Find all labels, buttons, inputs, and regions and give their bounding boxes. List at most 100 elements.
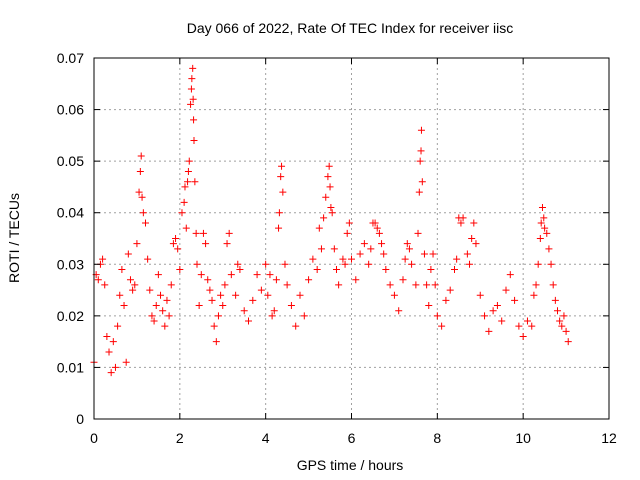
- x-axis-label: GPS time / hours: [297, 457, 404, 473]
- data-point: [502, 286, 510, 294]
- data-point: [105, 348, 113, 356]
- data-point: [417, 147, 425, 155]
- data-point: [446, 286, 454, 294]
- data-point: [536, 235, 544, 242]
- data-point: [313, 265, 321, 273]
- data-point: [564, 338, 572, 346]
- data-point: [275, 224, 283, 232]
- data-point: [99, 255, 107, 263]
- data-point: [191, 178, 199, 186]
- data-point: [418, 178, 426, 186]
- data-point: [187, 85, 195, 93]
- data-point: [268, 312, 276, 320]
- data-point: [223, 240, 231, 248]
- x-tick-label: 10: [515, 430, 531, 446]
- data-point: [403, 240, 411, 248]
- data-point: [332, 265, 340, 273]
- data-point: [167, 281, 175, 289]
- data-point: [532, 281, 540, 289]
- data-point: [296, 291, 304, 299]
- y-tick-label: 0.03: [57, 256, 84, 272]
- data-point: [493, 302, 501, 310]
- data-point: [345, 219, 353, 227]
- data-point: [152, 302, 160, 310]
- data-point: [109, 338, 117, 346]
- data-point: [188, 75, 196, 83]
- data-point: [107, 369, 115, 377]
- data-point: [118, 265, 126, 273]
- data-point: [195, 302, 203, 310]
- data-point: [120, 302, 128, 310]
- data-point: [232, 291, 240, 299]
- data-point: [429, 250, 437, 258]
- data-point: [266, 271, 274, 279]
- data-point: [126, 276, 134, 284]
- data-point: [485, 327, 493, 335]
- data-point: [371, 219, 379, 227]
- data-point: [547, 260, 555, 268]
- data-point: [549, 281, 557, 289]
- data-point: [253, 271, 261, 279]
- data-point: [453, 255, 461, 263]
- y-tick-label: 0.04: [57, 205, 84, 221]
- data-point: [257, 286, 265, 294]
- data-point: [214, 312, 222, 320]
- data-point: [343, 229, 351, 237]
- data-point: [335, 281, 343, 289]
- data-point: [264, 291, 272, 299]
- data-point: [212, 338, 220, 346]
- data-point: [408, 260, 416, 268]
- data-point: [530, 291, 538, 299]
- data-point: [378, 240, 386, 248]
- y-tick-label: 0.01: [57, 359, 84, 375]
- data-point: [528, 322, 536, 330]
- data-point: [135, 188, 143, 196]
- data-point: [190, 116, 198, 124]
- data-point: [545, 245, 553, 253]
- y-axis: 0 0.01 0.02 0.03 0.04 0.05 0.06 0.07: [57, 50, 609, 427]
- data-point: [144, 255, 152, 263]
- data-point: [365, 260, 373, 268]
- data-point: [417, 126, 425, 134]
- data-point: [217, 291, 225, 299]
- data-point: [176, 265, 184, 273]
- data-point: [234, 260, 242, 268]
- data-point: [240, 307, 248, 315]
- x-tick-label: 2: [176, 430, 184, 446]
- y-tick-label: 0.07: [57, 50, 84, 66]
- data-point: [451, 265, 458, 273]
- data-point: [558, 322, 566, 330]
- data-point: [305, 276, 313, 284]
- data-point: [315, 224, 323, 232]
- y-tick-label: 0: [76, 411, 84, 427]
- y-tick-label: 0.02: [57, 308, 84, 324]
- data-point: [322, 193, 330, 201]
- data-point: [129, 286, 137, 294]
- data-point: [161, 322, 169, 330]
- data-point: [138, 193, 146, 201]
- data-point: [227, 271, 235, 279]
- data-point: [165, 312, 173, 320]
- data-point: [506, 271, 514, 279]
- data-point: [182, 224, 190, 232]
- data-point: [459, 214, 467, 222]
- data-point: [324, 173, 332, 181]
- data-point: [193, 260, 201, 268]
- x-tick-label: 6: [348, 430, 356, 446]
- data-point: [206, 286, 214, 294]
- data-point: [283, 281, 291, 289]
- data-point: [395, 307, 403, 315]
- data-point: [187, 100, 195, 108]
- data-point: [163, 296, 171, 304]
- data-point: [114, 322, 122, 330]
- data-point: [136, 167, 144, 175]
- data-point: [415, 188, 423, 196]
- data-point: [481, 312, 489, 320]
- data-point: [562, 327, 570, 335]
- data-point: [414, 229, 422, 237]
- data-point: [172, 235, 180, 242]
- data-point: [272, 276, 280, 284]
- data-point: [281, 260, 289, 268]
- data-point: [139, 209, 147, 217]
